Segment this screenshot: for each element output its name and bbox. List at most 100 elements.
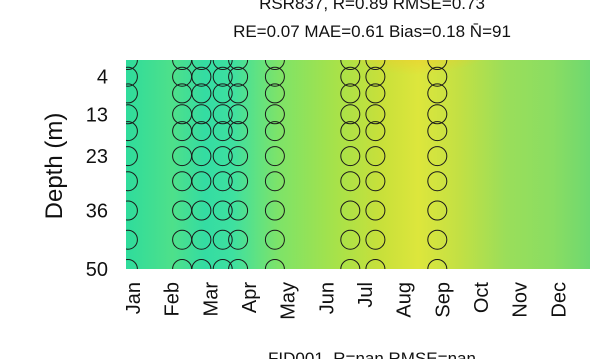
observation-marker-2-2 [191, 83, 212, 104]
bottom-title: FID001, R=nan RMSE=nan [268, 349, 476, 359]
x-tick-label-oct: Oct [471, 282, 493, 314]
observation-marker-3-2 [212, 83, 233, 104]
observation-marker-6-7 [340, 200, 361, 221]
x-tick-label-jan: Jan [123, 282, 145, 314]
observation-marker-4-3 [228, 104, 249, 125]
x-axis-ticks: Jan Feb Mar Apr May Jun Jul Aug Sep Oct Nov Dec [123, 282, 570, 320]
observation-marker-0-0 [126, 60, 138, 70]
x-tick-label-nov: Nov [510, 282, 532, 318]
plot-area [126, 60, 590, 269]
observation-marker-4-5 [228, 146, 249, 167]
observation-marker-6-1 [340, 66, 361, 87]
observation-marker-4-8 [228, 229, 249, 250]
observation-marker-1-9 [172, 259, 193, 269]
observation-marker-8-6 [427, 171, 448, 192]
observation-marker-2-8 [191, 229, 212, 250]
observation-marker-7-4 [365, 121, 386, 142]
observation-marker-7-9 [365, 259, 386, 269]
observation-marker-5-7 [264, 200, 285, 221]
observation-marker-8-9 [427, 259, 448, 269]
observation-marker-5-6 [264, 171, 285, 192]
chart-title-line1: RSR837, R=0.89 RMSE=0.73 [259, 0, 485, 13]
observation-marker-6-5 [340, 146, 361, 167]
observation-marker-0-3 [126, 104, 138, 125]
observation-marker-5-0 [264, 60, 285, 70]
observation-marker-7-6 [365, 171, 386, 192]
observation-marker-3-5 [212, 146, 233, 167]
observation-marker-5-8 [264, 229, 285, 250]
observation-marker-4-9 [228, 259, 249, 269]
observation-marker-0-8 [126, 229, 138, 250]
observation-marker-2-5 [191, 146, 212, 167]
observation-marker-8-0 [427, 60, 448, 70]
observation-marker-6-9 [340, 259, 361, 269]
x-tick-label-dec: Dec [548, 282, 570, 318]
observation-marker-4-0 [228, 60, 249, 70]
y-tick-label-2: 23 [86, 146, 108, 168]
observation-marker-6-4 [340, 121, 361, 142]
x-tick-label-feb: Feb [162, 282, 184, 316]
observation-marker-3-6 [212, 171, 233, 192]
observation-marker-4-6 [228, 171, 249, 192]
observation-marker-8-5 [427, 146, 448, 167]
observation-marker-7-5 [365, 146, 386, 167]
observation-marker-5-1 [264, 66, 285, 87]
y-tick-label-0: 4 [97, 67, 108, 89]
observation-marker-5-2 [264, 83, 285, 104]
observation-marker-2-1 [191, 66, 212, 87]
observation-marker-3-4 [212, 121, 233, 142]
observation-marker-2-7 [191, 200, 212, 221]
observation-marker-5-5 [264, 146, 285, 167]
y-axis-ticks: 4 13 23 36 50 [86, 67, 108, 281]
observation-marker-8-3 [427, 104, 448, 125]
observation-marker-1-0 [172, 60, 193, 70]
y-tick-label-4: 50 [86, 259, 108, 281]
x-tick-label-jul: Jul [355, 282, 377, 308]
observation-marker-2-6 [191, 171, 212, 192]
observation-marker-5-3 [264, 104, 285, 125]
x-tick-label-aug: Aug [394, 282, 416, 318]
y-tick-label-3: 36 [86, 200, 108, 222]
observation-marker-0-5 [126, 146, 138, 167]
observation-marker-7-8 [365, 229, 386, 250]
observation-marker-0-9 [126, 259, 138, 269]
observation-marker-8-2 [427, 83, 448, 104]
observation-marker-0-6 [126, 171, 138, 192]
y-tick-label-1: 13 [86, 104, 108, 126]
x-tick-label-apr: Apr [239, 282, 261, 313]
observation-marker-8-4 [427, 121, 448, 142]
observation-marker-0-7 [126, 200, 138, 221]
observation-markers [126, 60, 448, 269]
observation-marker-4-4 [228, 121, 249, 142]
x-tick-label-may: May [278, 282, 300, 320]
observation-marker-3-7 [212, 200, 233, 221]
observation-marker-2-9 [191, 259, 212, 269]
observation-marker-2-3 [191, 104, 212, 125]
observation-marker-0-1 [126, 66, 138, 87]
heatmap-field [126, 60, 590, 269]
observation-marker-6-0 [340, 60, 361, 70]
observation-marker-4-7 [228, 200, 249, 221]
observation-marker-4-2 [228, 83, 249, 104]
observation-marker-3-8 [212, 229, 233, 250]
observation-marker-5-4 [264, 121, 285, 142]
observation-marker-6-8 [340, 229, 361, 250]
x-tick-label-sep: Sep [432, 282, 454, 318]
observation-marker-8-1 [427, 66, 448, 87]
observation-marker-6-2 [340, 83, 361, 104]
observation-marker-7-0 [365, 60, 386, 70]
observation-marker-6-6 [340, 171, 361, 192]
observation-marker-8-8 [427, 229, 448, 250]
observation-marker-7-1 [365, 66, 386, 87]
x-tick-label-jun: Jun [316, 282, 338, 314]
observation-marker-4-1 [228, 66, 249, 87]
chart-title-line2: RE=0.07 MAE=0.61 Bias=0.18 N̄=91 [233, 22, 511, 41]
observation-marker-5-9 [264, 259, 285, 269]
observation-marker-2-0 [191, 60, 212, 70]
observation-marker-8-7 [427, 200, 448, 221]
observation-marker-2-4 [191, 121, 212, 142]
observation-marker-3-1 [212, 66, 233, 87]
observation-marker-3-3 [212, 104, 233, 125]
observation-marker-3-9 [212, 259, 233, 269]
